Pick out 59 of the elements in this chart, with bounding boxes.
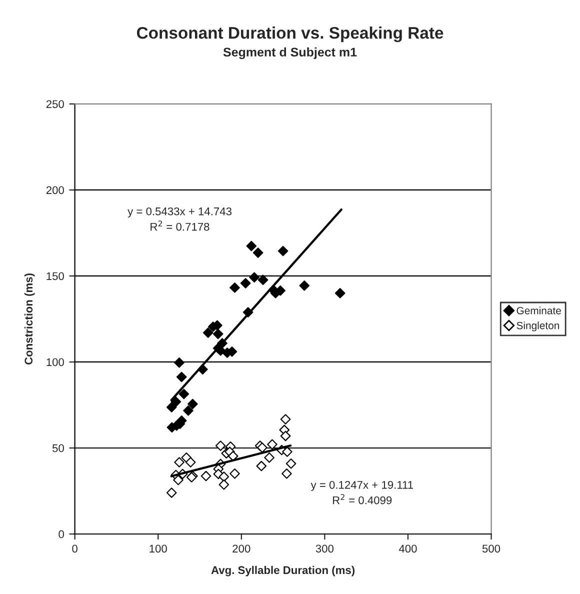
point (200, 470, 212, 482)
point (256, 460, 267, 472)
point (280, 430, 291, 442)
x-tick-label: 200 (232, 544, 250, 553)
point (176, 372, 187, 382)
point (215, 440, 226, 451)
chart-subtitle: Segment d Subject m1 (223, 47, 357, 60)
point (267, 439, 278, 450)
point (299, 280, 310, 291)
legend-label: Singleton (516, 322, 560, 332)
x-tick-label: 0 (72, 544, 78, 553)
point (185, 457, 196, 468)
point (218, 479, 230, 490)
point (230, 468, 240, 479)
point (174, 358, 184, 368)
point (202, 328, 214, 338)
point (334, 288, 346, 298)
legend-label: Geminate (516, 306, 561, 314)
y-tick-label: 100 (46, 358, 64, 366)
point (173, 474, 184, 486)
point (240, 278, 251, 288)
point (166, 488, 177, 498)
annotation: y = 0.1247x + 19.111 (310, 480, 414, 492)
point (230, 282, 240, 293)
point (280, 414, 291, 424)
x-tick-label: 300 (316, 544, 334, 553)
y-axis-title: Constriction (ms) (24, 274, 35, 365)
x-tick-label: 400 (398, 544, 417, 553)
point (212, 328, 224, 340)
y-tick-label: 250 (46, 100, 64, 108)
x-axis-title: Avg. Syllable Duration (ms) (211, 566, 355, 576)
point (188, 398, 198, 410)
point (282, 446, 292, 457)
annotation: y = 0.5433x + 14.743 (128, 207, 232, 218)
point (246, 240, 257, 252)
annotation: R$^{2}$ = 0.4099 (333, 494, 392, 504)
x-tick-label: 500 (482, 544, 500, 553)
y-tick-label: 150 (46, 272, 64, 280)
point (178, 388, 190, 400)
chart-title: Consonant Duration vs. Speaking Rate (136, 26, 444, 42)
y-tick-label: 200 (46, 186, 64, 194)
point (183, 406, 194, 416)
y-tick-label: 0 (58, 530, 64, 538)
annotation: R$^{2}$ = 0.7178 (150, 220, 210, 231)
point (286, 458, 296, 469)
point (228, 450, 238, 462)
point (257, 442, 268, 453)
point (174, 457, 184, 468)
point (249, 272, 260, 283)
point (218, 472, 230, 482)
point (258, 274, 268, 286)
x-tick-label: 100 (150, 544, 167, 553)
point (264, 452, 274, 463)
point (166, 402, 177, 412)
point (278, 246, 288, 256)
point (252, 248, 264, 258)
y-tick-label: 50 (52, 444, 64, 452)
point (170, 396, 182, 407)
point (282, 468, 292, 479)
